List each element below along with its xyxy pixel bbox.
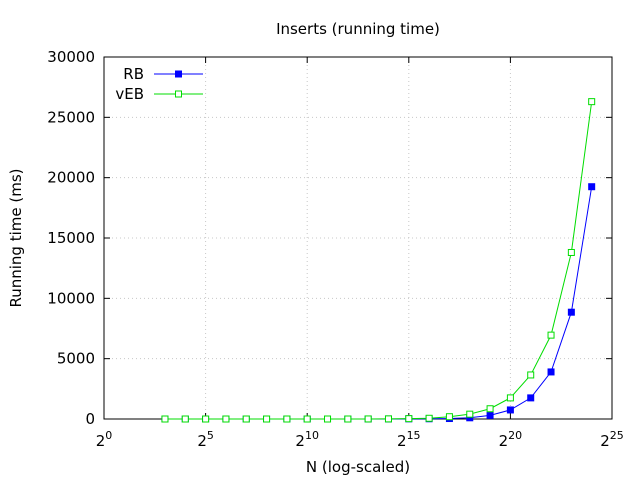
axis-ticks xyxy=(103,56,613,420)
data-point xyxy=(364,415,372,423)
y-tick-label: 0 xyxy=(85,410,95,428)
y-tick-label: 20000 xyxy=(47,169,95,187)
y-axis-label: Running time (ms) xyxy=(7,168,25,307)
series-layer xyxy=(161,98,596,423)
y-tick-label: 30000 xyxy=(47,48,95,66)
chart-title: Inserts (running time) xyxy=(276,20,440,38)
legend-marker xyxy=(175,70,182,78)
data-point xyxy=(324,415,332,423)
x-tick-label: 25 xyxy=(197,429,214,450)
y-tick-label: 10000 xyxy=(47,289,95,307)
data-point xyxy=(527,371,535,379)
data-point xyxy=(425,414,433,422)
data-point xyxy=(344,415,352,423)
data-point xyxy=(506,394,514,402)
x-tick-label: 210 xyxy=(295,429,319,450)
data-point xyxy=(384,415,392,423)
data-point xyxy=(263,415,271,423)
x-tick-label: 20 xyxy=(96,429,113,450)
y-tick-label: 25000 xyxy=(47,108,95,126)
series-vEB xyxy=(161,98,596,423)
data-point xyxy=(181,415,189,423)
data-point xyxy=(445,413,453,421)
series-line xyxy=(164,186,593,420)
data-point xyxy=(303,415,311,423)
series-line xyxy=(164,101,593,420)
x-tick-label: 215 xyxy=(397,429,421,450)
legend-item-RB: RB xyxy=(123,65,203,83)
data-point xyxy=(567,308,575,316)
data-point xyxy=(588,183,596,191)
grid xyxy=(104,57,612,419)
data-point xyxy=(222,415,230,423)
data-point xyxy=(242,415,250,423)
data-point xyxy=(161,415,169,423)
y-tick-labels: 0 5000 10000 15000 20000 25000 30000 xyxy=(47,48,95,428)
data-point xyxy=(547,331,555,339)
data-point xyxy=(283,415,291,423)
legend: RB vEB xyxy=(115,65,203,103)
data-point xyxy=(202,415,210,423)
x-axis-label: N (log-scaled) xyxy=(306,458,410,476)
data-point xyxy=(466,410,474,418)
data-point xyxy=(506,406,514,414)
legend-marker xyxy=(175,90,182,98)
data-point xyxy=(486,411,494,419)
y-tick-label: 5000 xyxy=(57,350,95,368)
y-tick-label: 15000 xyxy=(47,229,95,247)
legend-item-vEB: vEB xyxy=(115,85,203,103)
data-point xyxy=(567,248,575,256)
x-tick-label: 225 xyxy=(600,429,624,450)
x-tick-labels: 20 25 210 215 220 225 xyxy=(96,429,624,450)
data-point xyxy=(486,405,494,413)
legend-label: RB xyxy=(123,65,144,83)
data-point xyxy=(527,394,535,402)
data-point xyxy=(547,368,555,376)
data-point xyxy=(588,98,596,106)
series-RB xyxy=(161,183,596,423)
data-point xyxy=(405,415,413,423)
legend-label: vEB xyxy=(115,85,144,103)
x-tick-label: 220 xyxy=(499,429,523,450)
